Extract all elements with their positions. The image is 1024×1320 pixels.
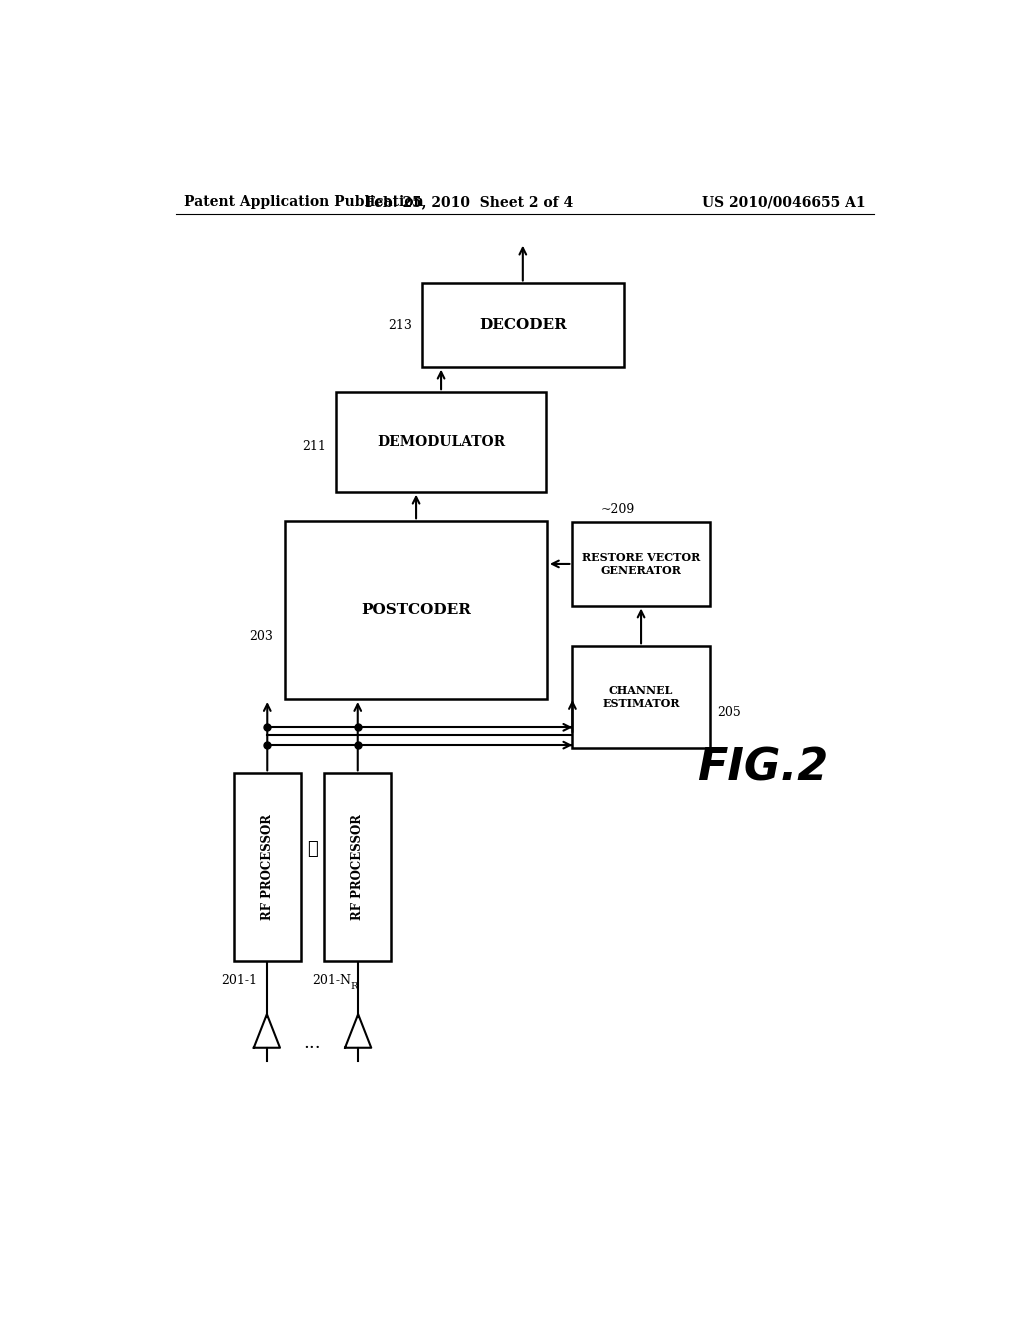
- Text: POSTCODER: POSTCODER: [361, 603, 471, 618]
- Text: RF PROCESSOR: RF PROCESSOR: [351, 814, 365, 920]
- Text: DECODER: DECODER: [479, 318, 566, 333]
- Text: CHANNEL
ESTIMATOR: CHANNEL ESTIMATOR: [602, 685, 680, 709]
- Text: RESTORE VECTOR
GENERATOR: RESTORE VECTOR GENERATOR: [582, 552, 700, 577]
- Text: DEMODULATOR: DEMODULATOR: [377, 436, 505, 449]
- Text: FIG.2: FIG.2: [697, 747, 828, 789]
- Text: 205: 205: [717, 706, 740, 719]
- Text: RF PROCESSOR: RF PROCESSOR: [261, 814, 273, 920]
- Text: Patent Application Publication: Patent Application Publication: [183, 195, 423, 209]
- Bar: [285, 521, 547, 700]
- Bar: [572, 647, 710, 748]
- Text: 201-N: 201-N: [312, 974, 351, 986]
- Bar: [324, 774, 391, 961]
- Bar: [233, 774, 301, 961]
- Bar: [422, 284, 624, 367]
- Text: Feb. 25, 2010  Sheet 2 of 4: Feb. 25, 2010 Sheet 2 of 4: [366, 195, 573, 209]
- Bar: [572, 523, 710, 606]
- Text: R: R: [350, 982, 357, 991]
- Bar: [336, 392, 546, 492]
- Text: ...: ...: [304, 1034, 322, 1052]
- Text: 211: 211: [302, 440, 327, 453]
- Text: US 2010/0046655 A1: US 2010/0046655 A1: [702, 195, 866, 209]
- Text: 203: 203: [250, 630, 273, 643]
- Text: ~209: ~209: [600, 503, 635, 516]
- Text: 213: 213: [388, 318, 412, 331]
- Text: 201-1: 201-1: [221, 974, 258, 986]
- Text: ⋮: ⋮: [307, 840, 317, 858]
